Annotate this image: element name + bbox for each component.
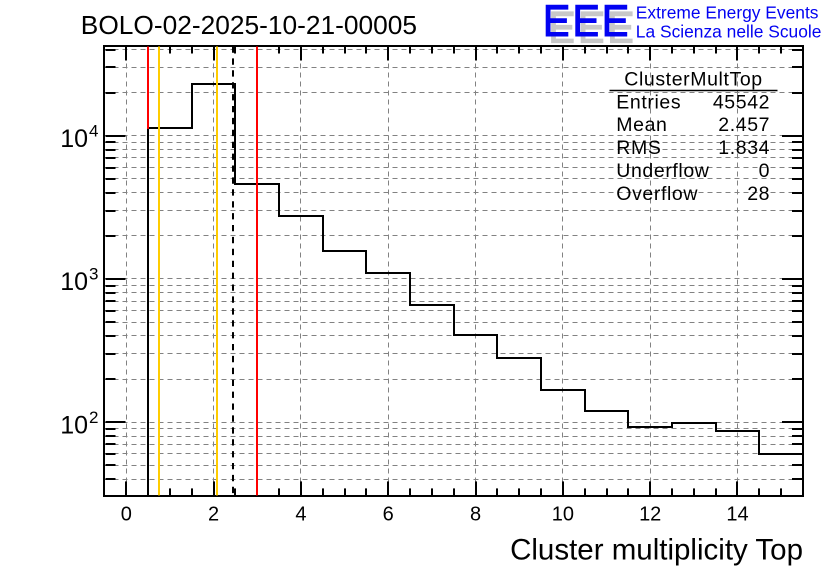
- svg-text:6: 6: [383, 503, 394, 525]
- svg-text:4: 4: [89, 121, 98, 140]
- svg-text:8: 8: [470, 503, 481, 525]
- svg-text:1.834: 1.834: [718, 137, 770, 159]
- svg-text:14: 14: [726, 503, 748, 525]
- svg-text:Entries: Entries: [616, 91, 681, 113]
- svg-text:0: 0: [121, 503, 132, 525]
- svg-text:28: 28: [747, 183, 770, 205]
- svg-text:2: 2: [208, 503, 219, 525]
- svg-text:10: 10: [552, 503, 574, 525]
- svg-text:Overflow: Overflow: [616, 183, 698, 205]
- svg-text:4: 4: [295, 503, 306, 525]
- svg-text:2.457: 2.457: [718, 114, 770, 136]
- svg-text:RMS: RMS: [616, 137, 661, 159]
- svg-text:2: 2: [89, 408, 98, 427]
- svg-text:ClusterMultTop: ClusterMultTop: [624, 68, 762, 90]
- svg-text:10: 10: [60, 268, 88, 296]
- svg-text:45542: 45542: [713, 91, 770, 113]
- svg-text:Underflow: Underflow: [616, 160, 710, 182]
- svg-text:BOLO-02-2025-10-21-00005: BOLO-02-2025-10-21-00005: [81, 10, 417, 40]
- svg-text:10: 10: [60, 125, 88, 153]
- svg-text:Mean: Mean: [616, 114, 667, 136]
- svg-text:3: 3: [89, 265, 98, 284]
- svg-text:Extreme Energy Events: Extreme Energy Events: [636, 3, 819, 23]
- svg-text:La Scienza nelle Scuole: La Scienza nelle Scuole: [636, 22, 822, 42]
- svg-text:0: 0: [759, 160, 770, 182]
- svg-text:10: 10: [60, 411, 88, 439]
- svg-text:12: 12: [639, 503, 661, 525]
- svg-text:Cluster multiplicity Top: Cluster multiplicity Top: [510, 534, 803, 567]
